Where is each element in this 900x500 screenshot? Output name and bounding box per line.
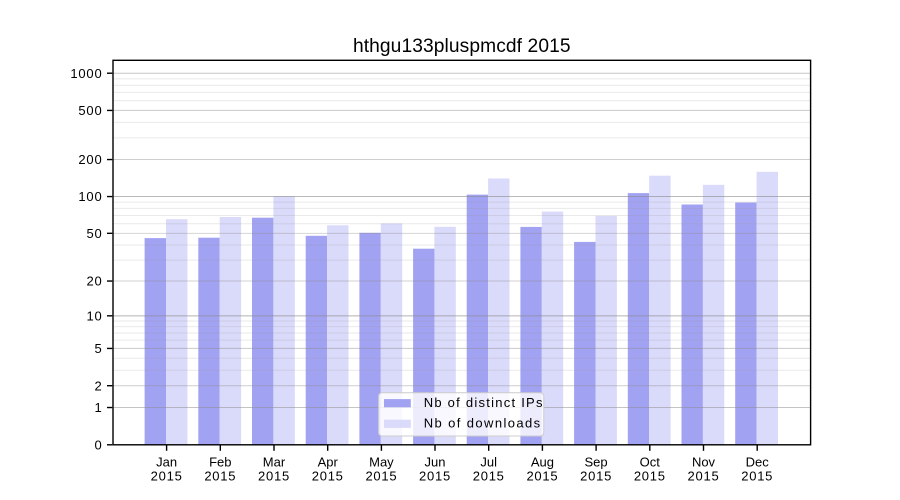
svg-text:Aug: Aug xyxy=(531,455,554,470)
svg-text:200: 200 xyxy=(78,152,102,167)
svg-text:50: 50 xyxy=(86,226,102,241)
svg-text:Sep: Sep xyxy=(585,455,608,470)
svg-text:2015: 2015 xyxy=(526,469,558,484)
svg-text:Jul: Jul xyxy=(480,455,497,470)
svg-text:2015: 2015 xyxy=(473,469,505,484)
svg-text:0: 0 xyxy=(94,437,102,452)
svg-text:2015: 2015 xyxy=(419,469,451,484)
svg-text:1: 1 xyxy=(94,400,102,415)
svg-text:100: 100 xyxy=(78,189,102,204)
svg-text:2015: 2015 xyxy=(365,469,397,484)
svg-text:2015: 2015 xyxy=(741,469,773,484)
svg-text:Jan: Jan xyxy=(156,455,177,470)
svg-text:1000: 1000 xyxy=(70,66,102,81)
svg-text:2015: 2015 xyxy=(204,469,236,484)
svg-text:hthgu133pluspmcdf 2015: hthgu133pluspmcdf 2015 xyxy=(353,36,571,57)
svg-text:May: May xyxy=(369,455,394,470)
svg-text:2015: 2015 xyxy=(151,469,183,484)
svg-text:Jun: Jun xyxy=(425,455,446,470)
svg-text:Apr: Apr xyxy=(318,455,339,470)
svg-text:10: 10 xyxy=(86,308,102,323)
svg-text:2015: 2015 xyxy=(688,469,720,484)
svg-text:5: 5 xyxy=(94,341,102,356)
svg-text:Oct: Oct xyxy=(640,455,661,470)
svg-text:20: 20 xyxy=(86,274,102,289)
svg-text:Mar: Mar xyxy=(263,455,286,470)
svg-text:500: 500 xyxy=(78,103,102,118)
svg-text:Dec: Dec xyxy=(746,455,770,470)
svg-text:2015: 2015 xyxy=(580,469,612,484)
svg-text:Feb: Feb xyxy=(209,455,231,470)
svg-text:2: 2 xyxy=(94,378,102,393)
svg-text:Nov: Nov xyxy=(692,455,716,470)
svg-text:2015: 2015 xyxy=(312,469,344,484)
svg-text:Nb of distinct IPs: Nb of distinct IPs xyxy=(424,395,544,410)
svg-text:2015: 2015 xyxy=(634,469,666,484)
svg-text:Nb of downloads: Nb of downloads xyxy=(424,415,542,430)
svg-text:2015: 2015 xyxy=(258,469,290,484)
